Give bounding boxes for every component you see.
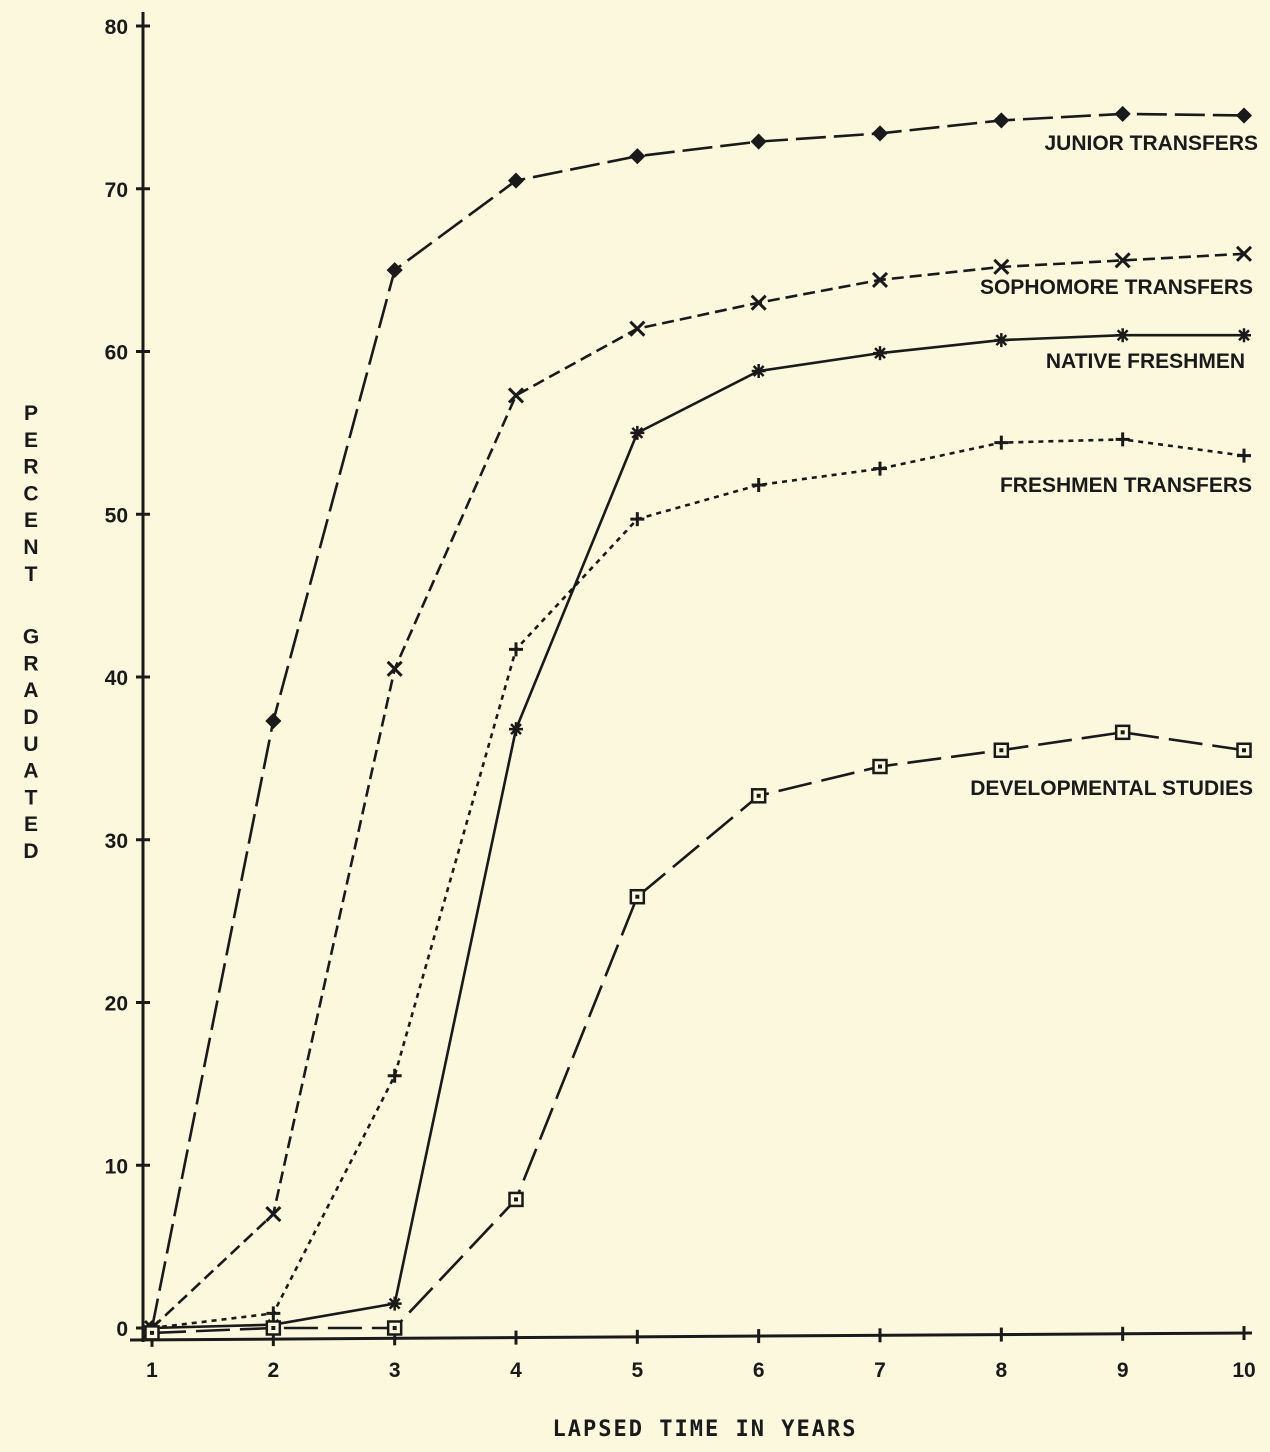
series-line-developmental-studies	[151, 731, 1245, 1335]
y-tick-label: 20	[105, 993, 128, 1016]
chart-axes	[129, 12, 1253, 1342]
x-axis-line	[129, 1331, 1253, 1342]
series-labels: JUNIOR TRANSFERS SOPHOMORE TRANSFERS NATIV…	[970, 132, 1258, 800]
series-label-freshmen-transfers: FRESHMEN TRANSFERS	[1000, 474, 1252, 497]
y-tick-label: 0	[116, 1318, 128, 1341]
native-freshmen-point	[509, 722, 523, 737]
freshmen-transfers-point	[630, 512, 645, 527]
freshmen-transfers-point	[387, 1068, 402, 1083]
x-tick-label: 7	[874, 1359, 886, 1382]
series-label-developmental-studies: DEVELOPMENTAL STUDIES	[970, 777, 1253, 800]
native-freshmen-point	[751, 364, 766, 379]
y-ticks: 0 10 20 30 40 50 60 70 80	[105, 16, 150, 1341]
x-tick-label: 1	[146, 1359, 158, 1382]
sophomore-transfers-point	[993, 258, 1010, 275]
junior-transfers-point	[629, 148, 646, 165]
sophomore-transfers-point	[386, 660, 403, 677]
x-tick-label: 6	[753, 1359, 765, 1382]
sophomore-transfers-point	[1235, 245, 1253, 262]
y-tick-label: 30	[105, 830, 128, 853]
developmental-studies-point-center	[878, 764, 882, 769]
y-tick-label: 10	[105, 1155, 128, 1178]
series-label-native-freshmen: NATIVE FRESHMEN	[1046, 350, 1245, 373]
junior-transfers-point	[1114, 105, 1131, 122]
junior-transfers-point	[507, 172, 525, 189]
developmental-studies-point-center	[271, 1326, 276, 1330]
y-tick-label: 40	[105, 667, 128, 690]
native-freshmen-point	[873, 346, 887, 361]
x-tick-label: 9	[1117, 1359, 1129, 1382]
native-freshmen-point	[630, 425, 645, 440]
series-sophomore-transfers	[143, 245, 1253, 1337]
developmental-studies-point-center	[635, 894, 640, 899]
x-ticks: 1 2 3 4 5 6 7 8 9 10	[146, 1326, 1256, 1382]
x-tick-label: 10	[1232, 1359, 1255, 1382]
freshmen-transfers-point	[994, 435, 1009, 450]
developmental-studies-point-center	[150, 1330, 154, 1335]
freshmen-transfers-point	[266, 1306, 281, 1321]
x-tick-label: 4	[510, 1359, 522, 1382]
junior-transfers-point	[265, 712, 282, 730]
developmental-studies-point-center	[514, 1197, 518, 1202]
junior-transfers-point	[993, 112, 1010, 129]
x-tick-label: 2	[267, 1359, 279, 1382]
junior-transfers-point	[750, 133, 767, 150]
series-line-sophomore-transfers	[151, 252, 1245, 1329]
native-freshmen-point	[994, 333, 1009, 348]
junior-transfers-point	[871, 125, 889, 142]
sophomore-transfers-point	[1114, 252, 1131, 269]
sophomore-transfers-point	[750, 294, 767, 311]
series-label-sophomore-transfers: SOPHOMORE TRANSFERS	[980, 276, 1253, 299]
x-tick-label: 5	[631, 1359, 643, 1382]
developmental-studies-point-center	[392, 1326, 397, 1330]
y-tick-label: 50	[105, 504, 128, 527]
freshmen-transfers-point	[873, 461, 887, 476]
x-tick-label: 3	[389, 1359, 401, 1382]
sophomore-transfers-point	[871, 271, 889, 288]
native-freshmen-point	[387, 1296, 402, 1311]
developmental-studies-point-center	[756, 793, 761, 798]
y-tick-label: 70	[105, 179, 128, 202]
x-tick-label: 8	[995, 1359, 1007, 1382]
sophomore-transfers-point	[629, 320, 646, 337]
y-tick-label: 60	[105, 342, 128, 365]
series-freshmen-transfers	[145, 432, 1251, 1335]
freshmen-transfers-point	[509, 642, 523, 657]
series-developmental-studies	[144, 724, 1252, 1341]
freshmen-transfers-point	[1115, 432, 1130, 447]
x-axis-title: LAPSED TIME IN YEARS	[553, 1417, 858, 1442]
series-line-freshmen-transfers	[151, 438, 1245, 1330]
junior-transfers-point	[386, 262, 403, 279]
sophomore-transfers-point	[507, 387, 525, 404]
series-layer	[143, 105, 1253, 1341]
series-line-native-freshmen	[151, 333, 1244, 1330]
developmental-studies-point-center	[1242, 748, 1246, 753]
freshmen-transfers-point	[751, 477, 766, 492]
freshmen-transfers-point	[1237, 448, 1251, 463]
native-freshmen-point	[1115, 328, 1130, 343]
sophomore-transfers-point	[265, 1206, 282, 1223]
y-tick-label: 80	[105, 16, 128, 39]
native-freshmen-point	[1237, 328, 1251, 343]
developmental-studies-point-center	[1120, 730, 1125, 735]
junior-transfers-point	[1235, 107, 1253, 124]
developmental-studies-point-center	[999, 748, 1004, 753]
series-label-junior-transfers: JUNIOR TRANSFERS	[1044, 132, 1258, 155]
series-line-junior-transfers	[150, 112, 1245, 1329]
